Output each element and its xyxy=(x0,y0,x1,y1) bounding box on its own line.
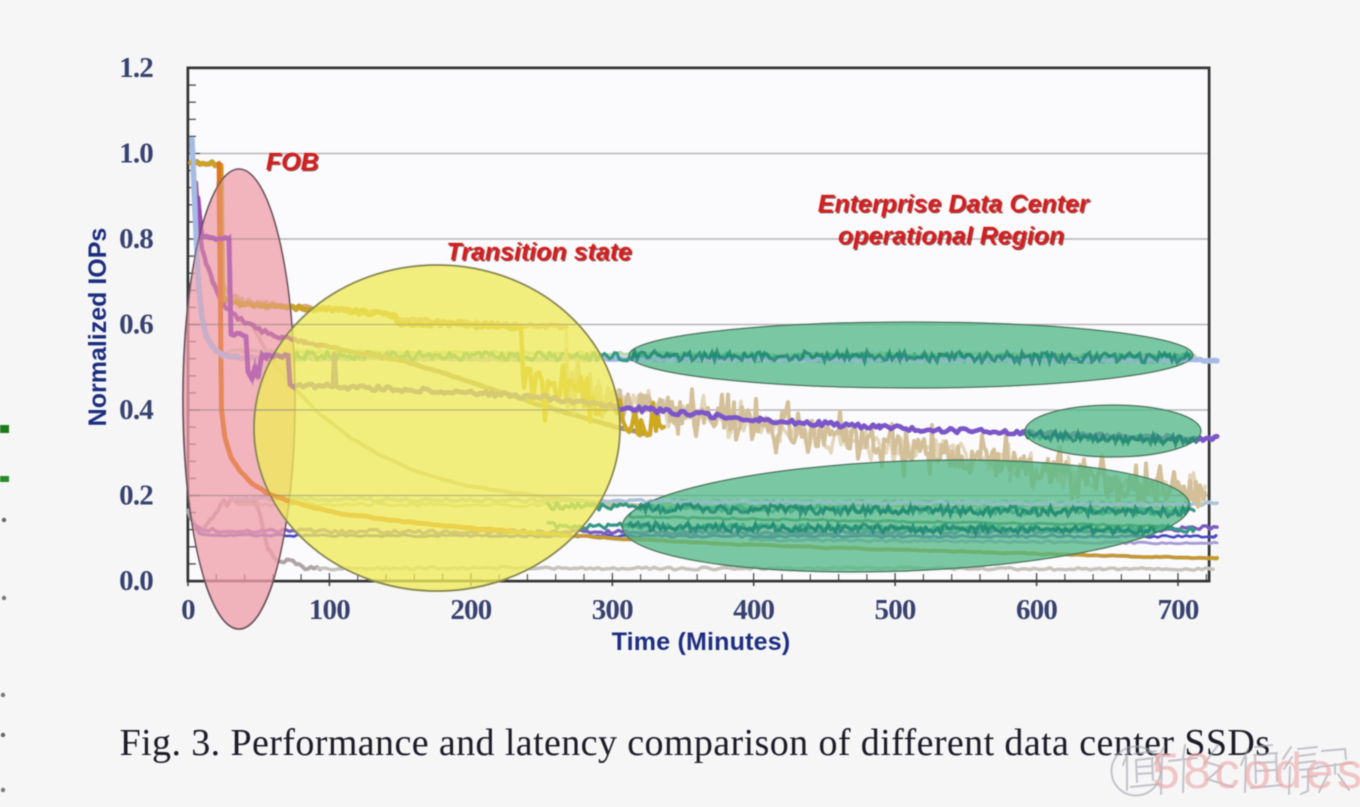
svg-text:Fig. 3. Performance and latenc: Fig. 3. Performance and latency comparis… xyxy=(120,722,1271,764)
svg-text:Normalized IOPs: Normalized IOPs xyxy=(84,228,112,427)
svg-text:0.6: 0.6 xyxy=(119,309,153,341)
svg-text:Transition state: Transition state xyxy=(448,240,634,268)
svg-text:1.2: 1.2 xyxy=(119,52,153,84)
svg-text:0.4: 0.4 xyxy=(119,394,153,426)
svg-text:FOB: FOB xyxy=(267,150,320,178)
svg-text:0.8: 0.8 xyxy=(119,223,153,255)
svg-text:Enterprise Data Center: Enterprise Data Center xyxy=(819,192,1091,220)
svg-text:operational Region: operational Region xyxy=(839,224,1065,252)
svg-text:operational Region: operational Region xyxy=(838,222,1064,250)
svg-text:0: 0 xyxy=(181,594,195,626)
svg-text:1.0: 1.0 xyxy=(119,138,153,170)
svg-text:200: 200 xyxy=(450,594,491,626)
svg-text:Enterprise Data Center: Enterprise Data Center xyxy=(818,190,1090,218)
svg-text:700: 700 xyxy=(1157,594,1198,626)
svg-text:Time (Minutes): Time (Minutes) xyxy=(612,628,791,656)
svg-text:FOB: FOB xyxy=(266,148,319,176)
svg-text:500: 500 xyxy=(875,594,916,626)
svg-text:58codes: 58codes xyxy=(1152,743,1360,799)
svg-text:600: 600 xyxy=(1016,594,1057,626)
svg-text:100: 100 xyxy=(309,594,350,626)
svg-text:0.2: 0.2 xyxy=(119,480,153,512)
svg-text:400: 400 xyxy=(733,594,774,626)
svg-text:300: 300 xyxy=(592,594,633,626)
svg-text:0.0: 0.0 xyxy=(119,565,153,597)
svg-text:Transition state: Transition state xyxy=(446,238,632,266)
